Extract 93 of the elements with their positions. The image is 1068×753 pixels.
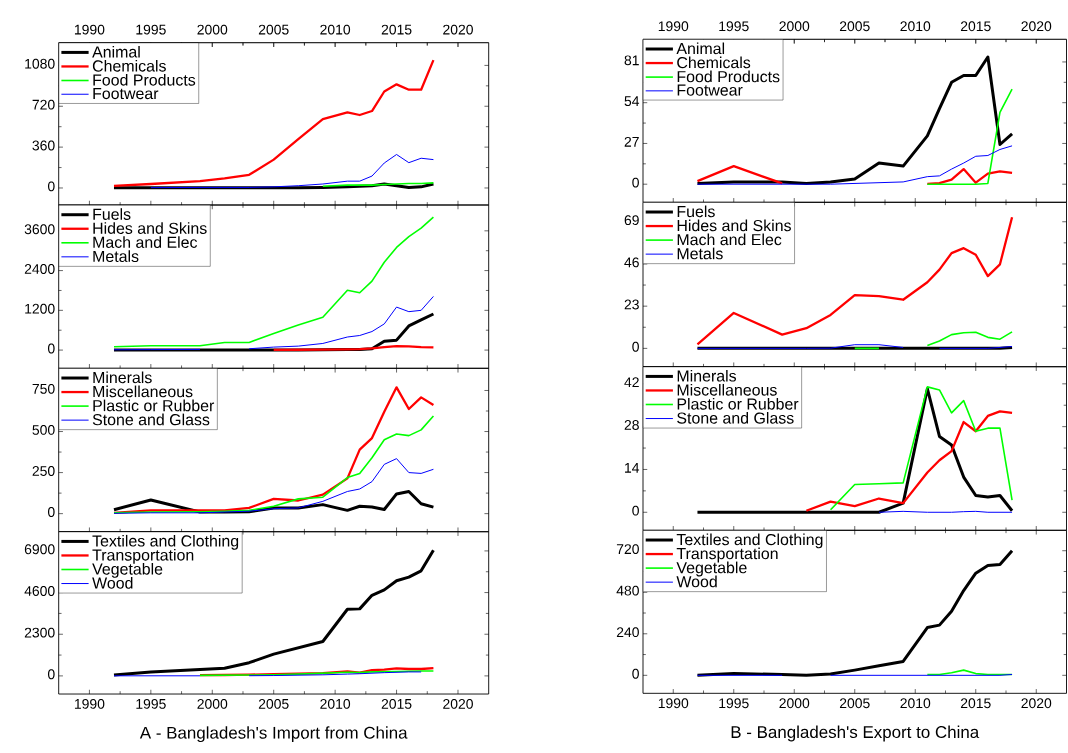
x-tick-label: 1990 bbox=[74, 698, 105, 709]
x2-tick-label: 1995 bbox=[719, 21, 749, 32]
legend-label: Transportation bbox=[676, 547, 778, 563]
y-tick-label: 720 bbox=[616, 544, 639, 555]
x-tick-label: 2010 bbox=[900, 698, 931, 709]
y-tick-label: 750 bbox=[32, 383, 55, 394]
y-tick-label: 14 bbox=[625, 463, 640, 473]
x-tick-label: 2005 bbox=[839, 698, 870, 709]
legend-label: Stone and Glass bbox=[677, 412, 794, 424]
x2-tick-label: 2020 bbox=[443, 24, 473, 35]
y-tick-label: 360 bbox=[32, 140, 55, 151]
legend-label: Plastic or Rubber bbox=[93, 399, 215, 412]
y-tick-label: 0 bbox=[47, 507, 55, 517]
x-tick-label: 2015 bbox=[960, 698, 991, 709]
y-tick-label: 46 bbox=[624, 257, 639, 268]
y-tick-label: 28 bbox=[624, 420, 639, 430]
x2-tick-label: 2015 bbox=[960, 21, 991, 32]
y-tick-label: 1200 bbox=[25, 303, 55, 314]
x-tick-label: 2010 bbox=[320, 698, 351, 709]
x-tick-label: 2000 bbox=[197, 698, 228, 709]
x2-tick-label: 2010 bbox=[900, 21, 931, 32]
y-tick-label: 0 bbox=[632, 341, 639, 352]
y-tick-label: 250 bbox=[32, 466, 55, 476]
legend-label: Footwear bbox=[93, 88, 159, 100]
x2-tick-label: 1995 bbox=[136, 24, 166, 35]
y-tick-label: 3600 bbox=[24, 224, 55, 235]
legend-label: Miscellaneous bbox=[93, 385, 193, 398]
x2-tick-label: 2000 bbox=[779, 21, 810, 32]
y-tick-label: 1080 bbox=[25, 58, 55, 69]
legend-label: Wood bbox=[92, 577, 133, 589]
legend-label: Mach and Elec bbox=[677, 233, 782, 246]
x2-tick-label: 1990 bbox=[74, 24, 105, 35]
legend-label: Chemicals bbox=[677, 56, 751, 69]
x2-tick-label: 2015 bbox=[381, 24, 412, 35]
legend-label: Miscellaneous bbox=[677, 383, 777, 396]
y-tick-label: 0 bbox=[632, 505, 639, 516]
x-tick-label: 1990 bbox=[658, 698, 689, 709]
x2-tick-label: 2010 bbox=[320, 24, 351, 35]
x2-tick-label: 2005 bbox=[839, 21, 870, 32]
y-tick-label: 480 bbox=[616, 585, 639, 596]
legend-label: Minerals bbox=[93, 371, 152, 384]
x-tick-label: 2020 bbox=[1021, 698, 1052, 709]
legend-label: Stone and Glass bbox=[92, 413, 210, 426]
y-tick-label: 2300 bbox=[24, 627, 55, 638]
legend-label: Fuels bbox=[93, 208, 131, 220]
y-tick-label: 2400 bbox=[24, 264, 55, 274]
y-tick-label: 42 bbox=[624, 377, 639, 388]
legend-label: Food Products bbox=[677, 70, 780, 83]
y-tick-label: 0 bbox=[47, 669, 55, 680]
legend-label: Animal bbox=[92, 45, 140, 58]
y-tick-label: 0 bbox=[632, 177, 639, 188]
legend-label: Vegetable bbox=[92, 562, 163, 578]
legend-label: Chemicals bbox=[92, 59, 166, 72]
y-tick-label: 0 bbox=[632, 668, 639, 679]
y-tick-label: 720 bbox=[32, 99, 55, 110]
legend-label: Transportation bbox=[92, 548, 194, 564]
x2-tick-label: 2020 bbox=[1021, 21, 1052, 32]
x-tick-label: 2005 bbox=[258, 698, 289, 709]
legend-label: Minerals bbox=[677, 369, 737, 382]
legend-label: Plastic or Rubber bbox=[677, 397, 799, 410]
y-tick-label: 240 bbox=[616, 627, 639, 638]
x2-tick-label: 2005 bbox=[258, 24, 289, 35]
y-tick-label: 69 bbox=[624, 215, 639, 226]
x-tick-label: 1995 bbox=[136, 698, 166, 709]
legend-label: Textiles and Clothing bbox=[92, 534, 239, 550]
x2-tick-label: 1990 bbox=[658, 21, 689, 32]
legend-label: Vegetable bbox=[676, 561, 747, 577]
x-tick-label: 2000 bbox=[779, 698, 810, 709]
y-tick-label: 27 bbox=[624, 136, 639, 147]
legend-label: Hides and Skins bbox=[677, 219, 791, 232]
y-tick-label: 4600 bbox=[24, 586, 55, 596]
legend-label: Footwear bbox=[677, 84, 743, 96]
legend-label: Fuels bbox=[677, 205, 715, 218]
y-tick-label: 54 bbox=[624, 96, 640, 107]
y-tick-label: 0 bbox=[47, 181, 55, 192]
x2-tick-label: 2000 bbox=[197, 24, 228, 35]
x-tick-label: 2015 bbox=[381, 698, 412, 709]
y-tick-label: 23 bbox=[624, 299, 639, 310]
x-tick-label: 2020 bbox=[443, 698, 473, 709]
legend-label: Food Products bbox=[93, 73, 196, 86]
y-tick-label: 6900 bbox=[24, 544, 55, 555]
y-tick-label: 81 bbox=[624, 55, 639, 66]
x-axis-title: A - Bangladesh's Import from China bbox=[139, 726, 408, 743]
legend-label: Hides and Skins bbox=[93, 222, 207, 234]
y-tick-label: 500 bbox=[32, 424, 55, 435]
x-axis-title: B - Bangladesh's Export to China bbox=[731, 725, 980, 742]
legend-label: Metals bbox=[677, 247, 723, 260]
legend-label: Metals bbox=[93, 250, 139, 263]
x-tick-label: 1995 bbox=[719, 698, 749, 709]
legend-label: Mach and Elec bbox=[93, 236, 198, 248]
y-tick-label: 0 bbox=[47, 343, 55, 354]
legend-label: Wood bbox=[676, 575, 717, 588]
legend-label: Animal bbox=[676, 42, 725, 55]
